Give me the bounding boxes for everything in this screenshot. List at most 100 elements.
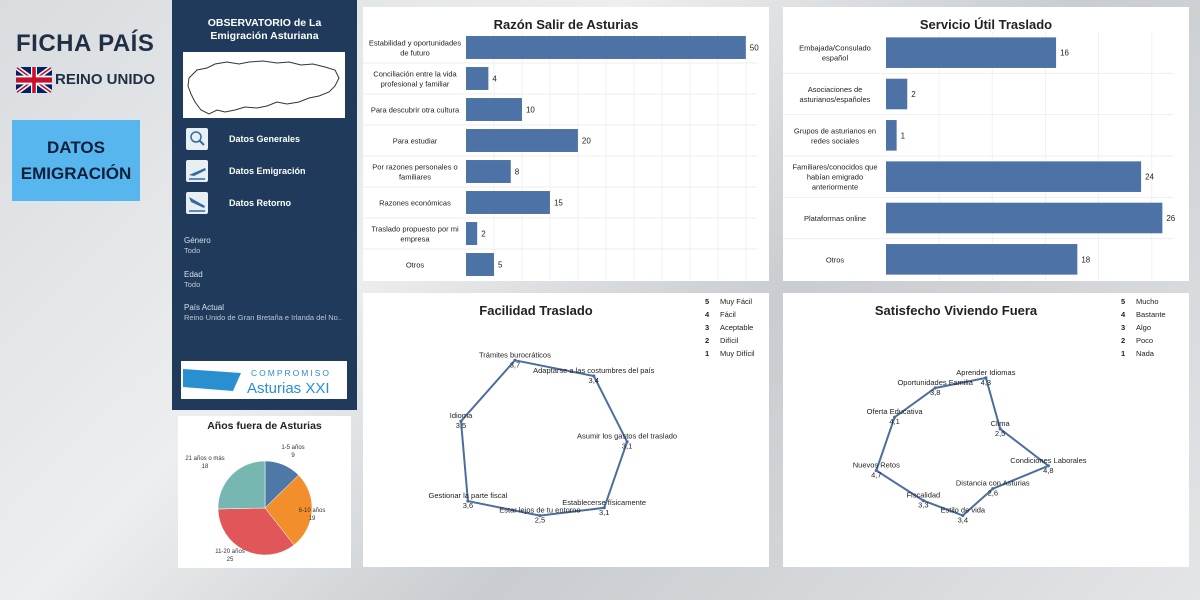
- filter-edad-value[interactable]: Todo: [184, 280, 201, 289]
- scale-label: Aceptable: [720, 323, 753, 332]
- filter-genero-value[interactable]: Todo: [184, 246, 201, 255]
- filter-edad-label: Edad: [184, 270, 203, 279]
- logo-bottom-text: Asturias XXI: [247, 380, 330, 397]
- plane-arrival-icon: [186, 192, 208, 214]
- slice-label: 11-20 años: [215, 549, 245, 555]
- datos-emigracion-button[interactable]: DATOS EMIGRACIÓN: [12, 120, 140, 201]
- category-label: Para descubrir otra cultura: [371, 106, 460, 115]
- radar-line: [875, 376, 1051, 517]
- sidebar-panel: OBSERVATORIO de La Emigración Asturiana …: [172, 0, 357, 410]
- scale-number: 3: [1121, 323, 1125, 332]
- bar-value-label: 18: [1081, 255, 1090, 264]
- radar-point: [602, 506, 606, 510]
- uk-flag-icon: [16, 67, 52, 93]
- axis-label: Condiciones Laborales: [1010, 456, 1087, 465]
- page-title: FICHA PAÍS: [16, 30, 155, 57]
- filter-pais-value[interactable]: Reino Unido de Gran Bretaña e Irlanda de…: [184, 313, 343, 322]
- servicio-util-card: Servicio Útil Traslado 16 Embajada/Consul…: [783, 7, 1189, 281]
- bar-value-label: 2: [911, 90, 916, 99]
- value-label: 3,6: [463, 501, 473, 510]
- sidebar-title-line1: OBSERVATORIO de La: [207, 17, 322, 29]
- compromiso-asturias-logo: COMPROMISO Asturias XXI: [181, 361, 347, 399]
- slice-label: 21 años o más: [185, 456, 224, 462]
- scale-label: Muy Fácil: [720, 297, 752, 306]
- category-label: Para estudiar: [393, 137, 438, 146]
- radar-point: [592, 374, 596, 378]
- bar-value-label: 2: [481, 230, 486, 239]
- radar-point: [991, 487, 995, 491]
- nav-datos-generales[interactable]: Datos Generales: [184, 127, 349, 153]
- value-label: 4,8: [1043, 466, 1053, 475]
- category-label: Otros: [826, 255, 845, 264]
- scale-number: 1: [1121, 349, 1125, 358]
- category-label: Razones económicas: [379, 199, 451, 208]
- scale-label: Muy Difícil: [720, 349, 755, 358]
- scale-number: 3: [705, 323, 709, 332]
- filter-pais-label: País Actual: [184, 303, 225, 312]
- bar-value-label: 26: [1166, 214, 1175, 223]
- bar-value-label: 20: [582, 137, 591, 146]
- bar: [886, 120, 897, 151]
- value-label: 2,5: [995, 429, 1005, 438]
- axis-label: Nuevos Retos: [853, 460, 900, 469]
- scale-number: 1: [705, 349, 709, 358]
- radar-point: [961, 513, 965, 518]
- radar-point: [892, 415, 897, 419]
- bar: [466, 129, 578, 152]
- bar: [466, 98, 522, 121]
- servicio-util-chart: 16 Embajada/Consulado español 2 Asociaciones…: [783, 32, 1176, 280]
- slice-value: 19: [309, 516, 316, 522]
- button-label-line1: DATOS: [47, 137, 105, 157]
- category-label: Estabilidad y oportunidades de futuro: [369, 39, 461, 58]
- category-label: Conciliación entre la vida profesional y …: [373, 70, 457, 89]
- scale-label: Mucho: [1136, 297, 1159, 306]
- radar-line: [459, 359, 629, 517]
- bar: [886, 202, 1163, 234]
- value-label: 3,1: [599, 508, 609, 517]
- slice-label: 1-5 años: [281, 445, 304, 451]
- bar-value-label: 50: [750, 44, 759, 53]
- bar: [886, 37, 1057, 68]
- slice-label: 6-10 años: [299, 508, 326, 514]
- nav-datos-retorno[interactable]: Datos Retorno: [184, 191, 349, 217]
- bar-value-label: 5: [498, 261, 503, 270]
- scale-number: 4: [705, 310, 710, 319]
- value-label: 3,8: [930, 388, 940, 397]
- axis-label: Aprender Idiomas: [956, 368, 1015, 377]
- value-label: 2,6: [988, 489, 998, 498]
- axis-label: Clima: [991, 419, 1011, 428]
- value-label: 4,7: [871, 470, 881, 479]
- facilidad-traslado-card: Facilidad Traslado Trámites burocráticos…: [363, 293, 769, 567]
- category-label: Por razones personales o familiares: [372, 163, 457, 182]
- value-label: 3,4: [958, 516, 968, 525]
- bar-value-label: 4: [492, 75, 497, 84]
- scale-label: Nada: [1136, 349, 1155, 358]
- bar: [466, 160, 511, 183]
- scale-number: 2: [705, 336, 709, 345]
- value-label: 3,3: [918, 501, 928, 510]
- scale-number: 5: [705, 297, 709, 306]
- magnifier-icon: [186, 128, 208, 150]
- bar: [886, 161, 1142, 192]
- pie-slice: [264, 474, 313, 546]
- bar: [886, 244, 1078, 275]
- axis-label: Oportunidades Familia: [897, 378, 973, 387]
- bar-value-label: 24: [1145, 173, 1154, 182]
- axis-label: Asumir los gastos del traslado: [577, 432, 677, 441]
- button-label-line2: EMIGRACIÓN: [20, 163, 132, 183]
- bar-value-label: 10: [526, 106, 535, 115]
- category-label: Otros: [406, 261, 425, 270]
- bar: [466, 253, 494, 276]
- category-label: Asociaciones de asturianos/españoles: [800, 85, 871, 104]
- nav-label: Datos Generales: [229, 134, 301, 144]
- value-label: 4,1: [889, 417, 899, 426]
- axis-label: Establecerse físicamente: [562, 498, 646, 507]
- nav-datos-emigracion[interactable]: Datos Emigración: [184, 159, 349, 185]
- scale-label: Fácil: [720, 310, 736, 319]
- pie-slice: [217, 460, 266, 510]
- scale-label: Bastante: [1136, 310, 1166, 319]
- nav-label: Datos Emigración: [229, 166, 306, 176]
- sidebar-title: OBSERVATORIO de La Emigración Asturiana: [172, 17, 357, 43]
- scale-label: Algo: [1136, 323, 1151, 332]
